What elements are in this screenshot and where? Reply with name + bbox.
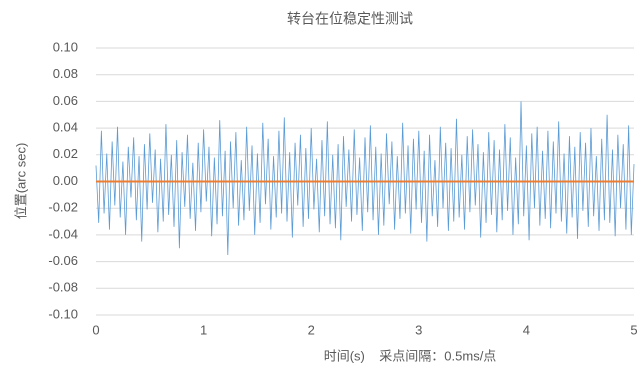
y-tick-label: -0.02 (48, 200, 78, 215)
y-tick-label: -0.04 (48, 226, 78, 241)
y-tick-label: 0.04 (53, 120, 78, 135)
series-line (95, 101, 635, 255)
x-tick-label: 0 (92, 322, 99, 337)
y-axis-label: 位置(arc sec) (13, 143, 28, 220)
y-tick-label: 0.06 (53, 93, 78, 108)
y-tick-label: 0.00 (53, 173, 78, 188)
y-tick-label: -0.08 (48, 280, 78, 295)
y-tick-label: 0.10 (53, 39, 78, 54)
y-tick-label: 0.02 (53, 146, 78, 161)
x-tick-label: 1 (200, 322, 207, 337)
x-tick-label: 4 (523, 322, 530, 337)
x-tick-label: 3 (415, 322, 422, 337)
y-tick-label: -0.10 (48, 306, 78, 321)
chart-title: 转台在位稳定性测试 (287, 11, 413, 27)
x-axis-label: 时间(s) 采点间隔：0.5ms/点 (324, 348, 497, 363)
y-tick-label: 0.08 (53, 66, 78, 81)
x-tick-label: 2 (308, 322, 315, 337)
x-tick-label: 5 (630, 322, 637, 337)
y-tick-label: -0.06 (48, 253, 78, 268)
